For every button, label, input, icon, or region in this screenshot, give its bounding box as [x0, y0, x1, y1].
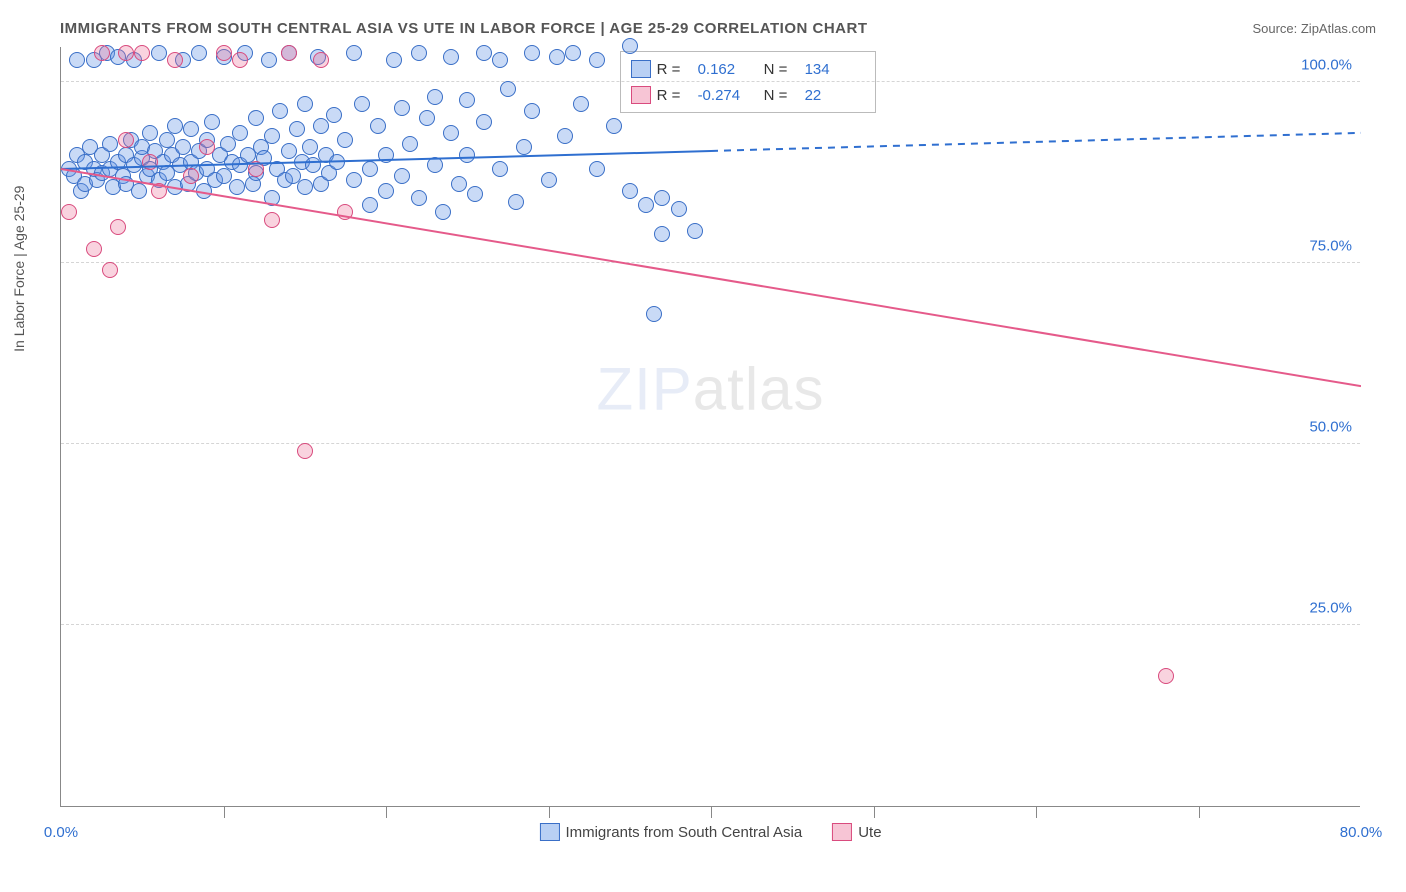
x-tick	[874, 806, 875, 818]
trend-line	[61, 151, 711, 169]
x-tick	[549, 806, 550, 818]
legend-item: Ute	[832, 823, 881, 841]
source-label: Source: ZipAtlas.com	[1252, 21, 1376, 36]
chart-wrapper: IMMIGRANTS FROM SOUTH CENTRAL ASIA VS UT…	[0, 0, 1406, 892]
x-tick	[711, 806, 712, 818]
x-tick	[1199, 806, 1200, 818]
header-row: IMMIGRANTS FROM SOUTH CENTRAL ASIA VS UT…	[60, 20, 1376, 37]
y-axis-title: In Labor Force | Age 25-29	[11, 185, 27, 351]
trend-line	[711, 133, 1361, 151]
trend-line	[61, 169, 1361, 386]
series-legend: Immigrants from South Central Asia Ute	[539, 823, 881, 841]
legend-swatch	[832, 823, 852, 841]
trend-overlay	[61, 46, 1361, 806]
x-tick	[386, 806, 387, 818]
scatter-plot: In Labor Force | Age 25-29 ZIPatlas R =0…	[60, 47, 1360, 807]
chart-title: IMMIGRANTS FROM SOUTH CENTRAL ASIA VS UT…	[60, 20, 868, 37]
x-tick	[1036, 806, 1037, 818]
x-tick-label: 0.0%	[44, 824, 78, 841]
x-tick	[224, 806, 225, 818]
legend-label: Immigrants from South Central Asia	[565, 824, 802, 841]
legend-item: Immigrants from South Central Asia	[539, 823, 802, 841]
x-tick-label: 80.0%	[1340, 824, 1383, 841]
legend-label: Ute	[858, 824, 881, 841]
legend-swatch	[539, 823, 559, 841]
